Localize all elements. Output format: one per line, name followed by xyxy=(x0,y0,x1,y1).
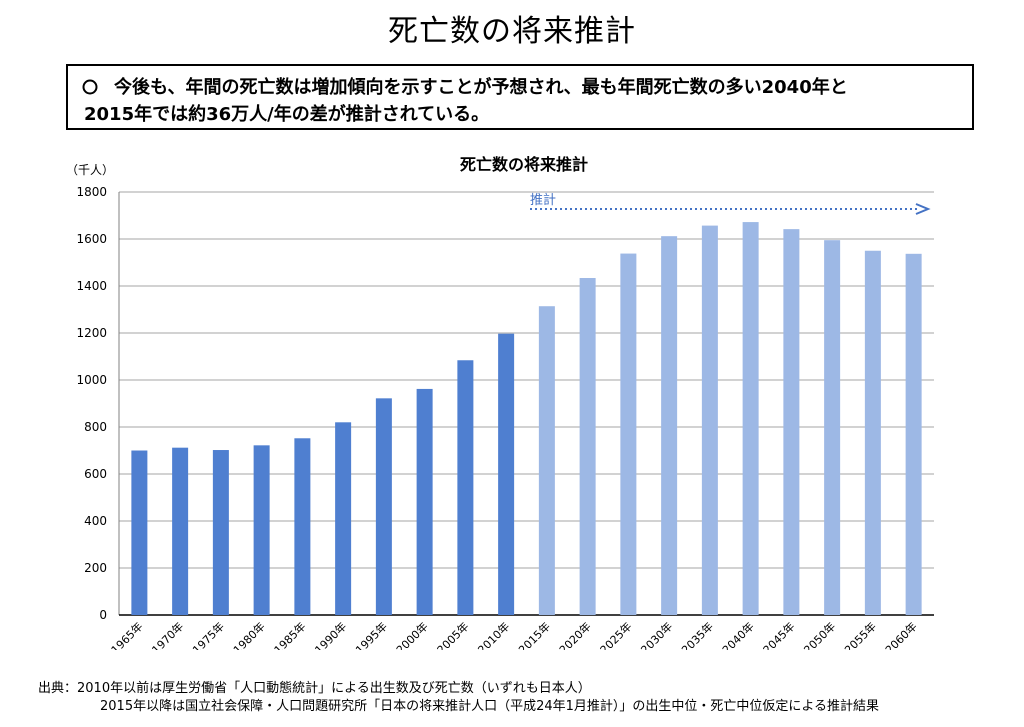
y-tick-label: 1400 xyxy=(76,279,107,293)
bar-1995年 xyxy=(375,398,392,615)
x-tick-label: 2045年 xyxy=(760,619,797,650)
bar-1975年 xyxy=(212,450,229,615)
chart-title: 死亡数の将来推計 xyxy=(460,155,588,174)
summary-box: 今後も、年間の死亡数は増加傾向を示すことが予想され、最も年間死亡数の多い2040… xyxy=(66,64,974,130)
x-tick-label: 2060年 xyxy=(882,619,919,650)
x-tick-label: 2055年 xyxy=(842,619,879,650)
summary-line-2: 2015年では約36万人/年の差が推計されている。 xyxy=(84,104,490,125)
bar-2040年 xyxy=(742,222,759,615)
x-tick-label: 2050年 xyxy=(801,619,838,650)
bar-2035年 xyxy=(701,225,718,615)
page-title: 死亡数の将来推計 xyxy=(388,14,636,49)
bar-2055年 xyxy=(864,250,881,615)
x-tick-label: 2030年 xyxy=(638,619,675,650)
y-tick-label: 0 xyxy=(99,608,107,622)
projection-arrow-icon xyxy=(915,203,931,215)
x-tick-label: 2000年 xyxy=(393,619,430,650)
x-tick-label: 2015年 xyxy=(516,619,553,650)
bar-1965年 xyxy=(131,450,148,615)
summary-text-1: 今後も、年間の死亡数は増加傾向を示すことが予想され、最も年間死亡数の多い2040… xyxy=(114,77,848,98)
circle-bullet-icon xyxy=(82,79,98,95)
bar-2060年 xyxy=(905,253,922,615)
projection-label: 推計 xyxy=(530,192,556,208)
x-tick-label: 1990年 xyxy=(312,619,349,650)
source-line-1: 出典：2010年以前は厚生労働省「人口動態統計」による出生数及び死亡数（いずれも… xyxy=(38,681,591,696)
bar-2005年 xyxy=(457,360,474,615)
x-tick-label: 2020年 xyxy=(556,619,593,650)
bar-1970年 xyxy=(172,447,189,615)
bar-2020年 xyxy=(579,278,596,615)
x-tick-label: 2040年 xyxy=(719,619,756,650)
bar-2045年 xyxy=(783,229,800,615)
chart-svg: 死亡数の将来推計 （千人） 0 200 400 600 800 1000 1200 1400 1… xyxy=(66,155,934,650)
y-tick-label: 1000 xyxy=(76,373,107,387)
x-tick-label: 2010年 xyxy=(475,619,512,650)
x-tick-label: 2035年 xyxy=(679,619,716,650)
source-note: 出典：2010年以前は厚生労働省「人口動態統計」による出生数及び死亡数（いずれも… xyxy=(38,680,998,716)
x-tick-label: 1985年 xyxy=(271,619,308,650)
y-tick-label: 400 xyxy=(84,514,107,528)
x-tick-label: 1975年 xyxy=(190,619,227,650)
y-tick-label: 600 xyxy=(84,467,107,481)
bar-1980年 xyxy=(253,445,270,615)
x-tick-label: 2025年 xyxy=(597,619,634,650)
y-tick-label: 1200 xyxy=(76,326,107,340)
x-tick-label: 2005年 xyxy=(434,619,471,650)
bar-2015年 xyxy=(538,306,555,615)
bar-2025年 xyxy=(620,253,637,615)
y-tick-label: 1800 xyxy=(76,185,107,199)
y-tick-label: 800 xyxy=(84,420,107,434)
death-projection-chart: 死亡数の将来推計 （千人） 0 200 400 600 800 1000 1200 1400 1… xyxy=(0,140,1024,650)
x-tick-label: 1970年 xyxy=(149,619,186,650)
x-tick-label: 1965年 xyxy=(108,619,145,650)
bar-2050年 xyxy=(824,240,841,616)
summary-line-1: 今後も、年間の死亡数は増加傾向を示すことが予想され、最も年間死亡数の多い2040… xyxy=(82,74,958,101)
y-axis-unit-label: （千人） xyxy=(66,163,114,177)
y-tick-label: 200 xyxy=(84,561,107,575)
bar-1985年 xyxy=(294,438,311,615)
x-tick-label: 1995年 xyxy=(353,619,390,650)
y-tick-label: 1600 xyxy=(76,232,107,246)
bar-2030年 xyxy=(661,236,678,615)
bar-2010年 xyxy=(498,333,515,615)
source-line-2: 2015年以降は国立社会保障・人口問題研究所「日本の将来推計人口（平成24年1月… xyxy=(100,699,880,714)
bar-2000年 xyxy=(416,388,433,615)
bar-1990年 xyxy=(335,422,352,615)
x-tick-label: 1980年 xyxy=(230,619,267,650)
